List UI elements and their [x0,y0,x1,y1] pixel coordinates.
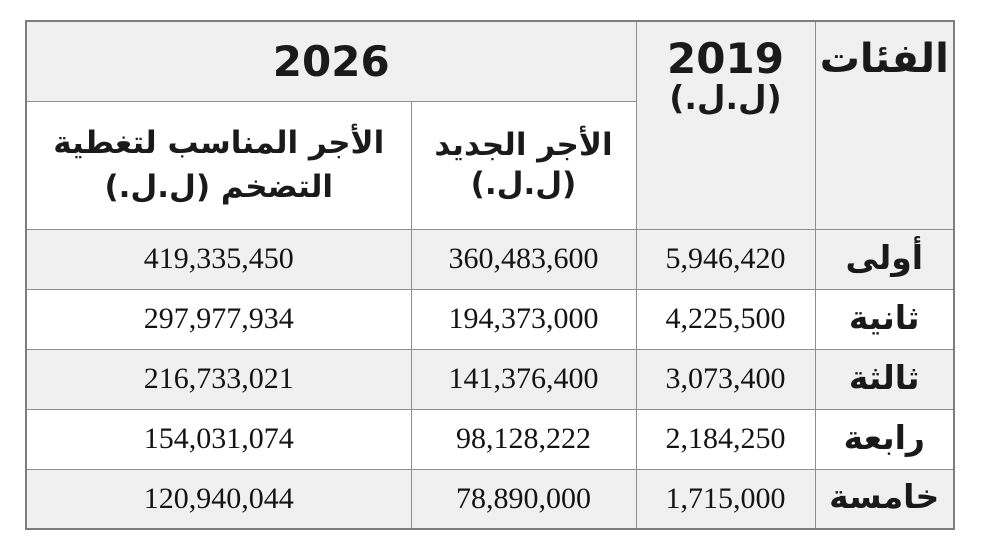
new-wage-cell: 360,483,600 [410,228,637,290]
value-2019-cell: 1,715,000 [635,468,816,530]
header-categories-label: الفئات [819,36,949,82]
inflation-wage-cell: 216,733,021 [25,348,412,410]
header-new-wage-line2: (ل.ل.) [470,166,577,202]
header-2019: 2019 (ل.ل.) [635,20,816,230]
header-categories: الفئات [814,20,955,230]
header-inflation-wage-line2: التضخم (ل.ل.) [104,169,334,205]
new-wage-cell: 194,373,000 [410,288,637,350]
table-row: رابعة 2,184,250 98,128,222 154,031,074 [25,408,955,470]
header-new-wage-line1: الأجر الجديد [434,127,613,164]
header-row-years: الفئات 2019 (ل.ل.) 2026 [25,20,955,230]
inflation-wage-cell: 154,031,074 [25,408,412,470]
header-inflation-adjusted-wage-2026: الأجر المناسب لتغطية التضخم (ل.ل.) [25,100,412,230]
header-row-subcolumns: الأجر الجديد (ل.ل.) الأجر المناسب لتغطية… [25,100,954,230]
value-2019-cell: 4,225,500 [635,288,816,350]
inflation-wage-cell: 419,335,450 [25,228,412,290]
table-row: خامسة 1,715,000 78,890,000 120,940,044 [25,468,955,530]
inflation-wage-cell: 120,940,044 [25,468,412,530]
table-row: ثالثة 3,073,400 141,376,400 216,733,021 [25,348,955,410]
header-2026-year: 2026 [272,36,390,86]
table-row: ثانية 4,225,500 194,373,000 297,977,934 [25,288,955,350]
header-2019-currency: (ل.ل.) [669,77,782,117]
category-cell: ثالثة [814,348,955,410]
new-wage-cell: 78,890,000 [410,468,637,530]
new-wage-cell: 141,376,400 [410,348,637,410]
category-cell: خامسة [814,468,955,530]
table-row: أولى 5,946,420 360,483,600 419,335,450 [25,228,955,290]
category-cell: رابعة [814,408,955,470]
value-2019-cell: 5,946,420 [635,228,816,290]
header-2019-year: 2019 [667,34,784,83]
category-cell: ثانية [814,288,955,350]
header-2026: 2026 [25,20,637,102]
category-cell: أولى [814,228,955,290]
value-2019-cell: 3,073,400 [635,348,816,410]
new-wage-cell: 98,128,222 [410,408,637,470]
value-2019-cell: 2,184,250 [635,408,816,470]
salary-comparison-table: الفئات 2019 (ل.ل.) 2026 الأجر الجديد (ل.… [25,20,955,530]
header-new-wage-2026: الأجر الجديد (ل.ل.) [410,100,637,230]
inflation-wage-cell: 297,977,934 [25,288,412,350]
header-inflation-wage-line1: الأجر المناسب لتغطية [53,124,385,161]
